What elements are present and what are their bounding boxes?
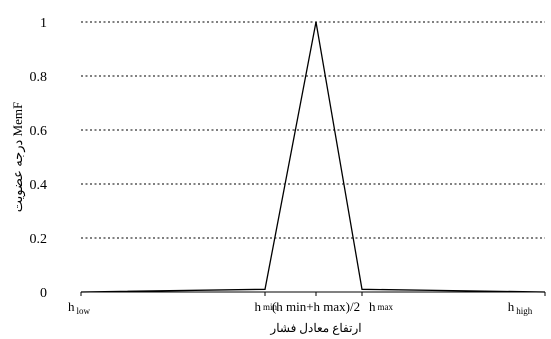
x-axis-title: ارتفاع معادل فشار xyxy=(269,321,361,335)
y-tick-label: 0.6 xyxy=(30,124,48,139)
x-tick-label: (h min+h max)/2 xyxy=(272,299,360,314)
x-axis-ticks: h low h min(h min+h max)/2 h max h high xyxy=(68,292,546,316)
y-tick-label: 0.2 xyxy=(30,232,48,247)
series-line-membership xyxy=(80,21,546,293)
y-tick-label: 0.4 xyxy=(30,178,48,193)
y-axis-ticks: 0 0.2 0.4 0.6 0.8 1 xyxy=(30,16,48,301)
x-tick-label: h low xyxy=(68,299,91,316)
x-tick-label: h max xyxy=(369,299,393,314)
y-tick-label: 0.8 xyxy=(30,70,48,85)
y-tick-label: 0 xyxy=(40,286,47,301)
y-axis-title: درجه عضویت MemF xyxy=(10,102,26,212)
y-tick-label: 1 xyxy=(40,16,47,31)
grid-lines xyxy=(81,21,545,239)
x-tick-label: h min xyxy=(254,299,277,314)
x-tick-label: h high xyxy=(508,299,533,316)
